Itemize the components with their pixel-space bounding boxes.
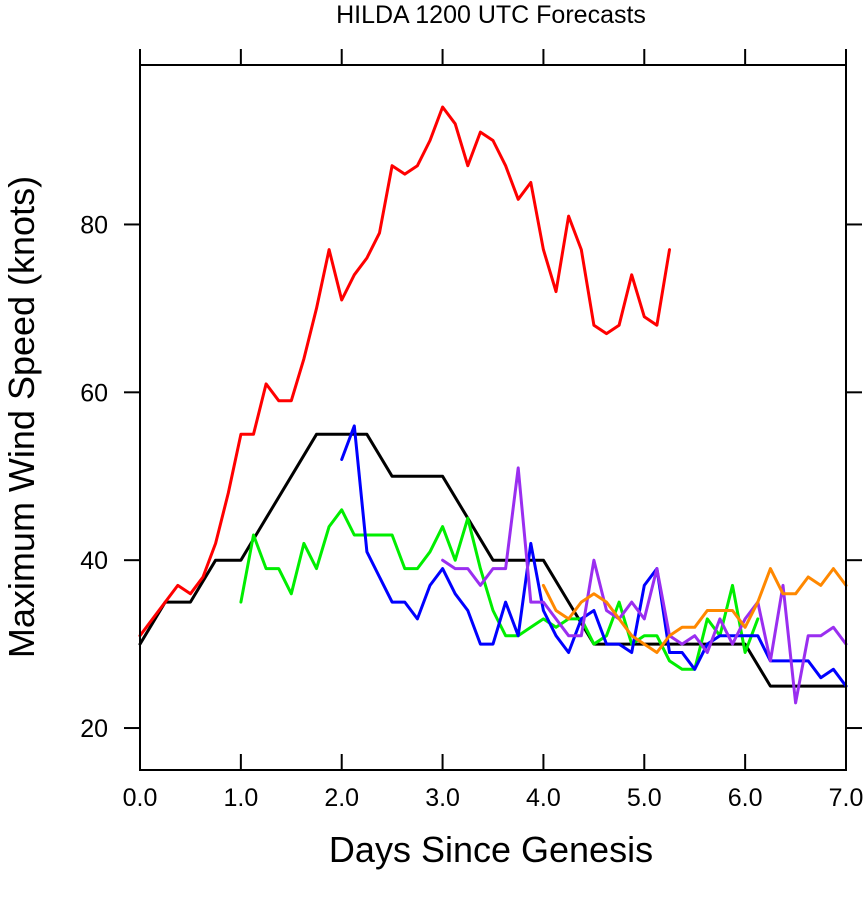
y-tick-label: 60 bbox=[80, 379, 108, 407]
series-line-4 bbox=[340, 424, 848, 688]
x-tick-label: 2.0 bbox=[324, 784, 359, 812]
y-axis: 20 40 60 80 bbox=[80, 211, 862, 743]
series-line-2 bbox=[138, 105, 671, 638]
x-axis-label: Days Since Genesis bbox=[329, 829, 653, 870]
plot-frame bbox=[139, 64, 847, 771]
series-layer bbox=[138, 105, 848, 705]
x-tick-label: 7.0 bbox=[829, 784, 864, 812]
series-line-5 bbox=[441, 466, 848, 705]
x-tick-label: 1.0 bbox=[223, 784, 258, 812]
x-tick-label: 3.0 bbox=[425, 784, 460, 812]
y-tick-label: 40 bbox=[80, 547, 108, 575]
chart-title: HILDA 1200 UTC Forecasts bbox=[336, 1, 646, 29]
x-tick-label: 0.0 bbox=[123, 784, 158, 812]
x-tick-label: 5.0 bbox=[627, 784, 662, 812]
y-tick-label: 20 bbox=[80, 715, 108, 743]
y-tick-label: 80 bbox=[80, 211, 108, 239]
series-line-6 bbox=[541, 567, 848, 654]
x-axis: 0.0 1.0 2.0 3.0 4.0 5.0 6.0 7.0 bbox=[123, 49, 864, 812]
y-axis-label: Maximum Wind Speed (knots) bbox=[1, 176, 42, 658]
x-tick-label: 6.0 bbox=[728, 784, 763, 812]
x-tick-label: 4.0 bbox=[526, 784, 561, 812]
series-line-1 bbox=[138, 432, 848, 688]
